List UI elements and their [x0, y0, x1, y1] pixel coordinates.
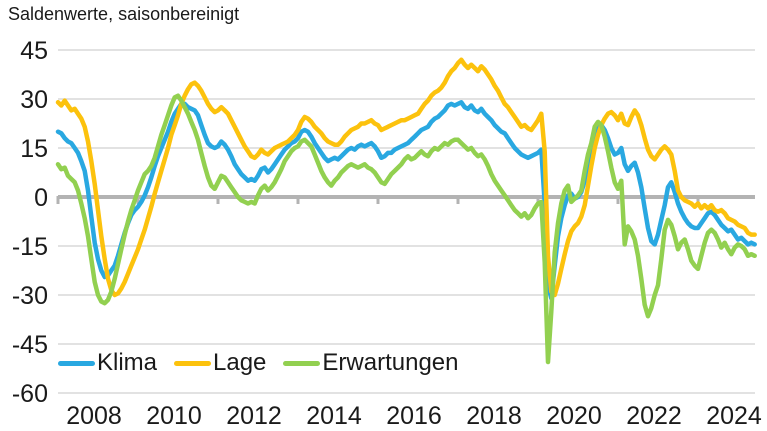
- chart-title: Saldenwerte, saisonbereinigt: [8, 4, 240, 24]
- x-tick-label: 2018: [466, 402, 522, 430]
- legend-label: Erwartungen: [322, 349, 459, 376]
- y-tick-label: 0: [34, 184, 48, 212]
- x-tick-label: 2020: [546, 402, 602, 430]
- y-tick-label: -60: [12, 380, 48, 408]
- y-tick-label: -45: [12, 331, 48, 359]
- legend-swatch-lage: [174, 360, 212, 366]
- legend: Klima Lage Erwartungen: [58, 351, 458, 375]
- y-tick-label: 45: [20, 37, 48, 65]
- legend-item-erwartungen: Erwartungen: [283, 351, 458, 375]
- y-tick-label: 30: [20, 86, 48, 114]
- x-tick-label: 2012: [226, 402, 282, 430]
- y-tick-label: -15: [12, 233, 48, 261]
- x-tick-label: 2010: [146, 402, 202, 430]
- legend-swatch-klima: [58, 360, 95, 366]
- legend-label: Klima: [97, 349, 158, 376]
- legend-label: Lage: [213, 349, 267, 376]
- x-tick-label: 2024: [706, 402, 762, 430]
- legend-item-lage: Lage: [174, 351, 266, 375]
- legend-swatch-erwartungen: [283, 360, 321, 366]
- x-tick-label: 2022: [626, 402, 682, 430]
- series-line-erwartungen: [55, 93, 757, 365]
- y-tick-label: -30: [12, 282, 48, 310]
- series-line-klima: [55, 100, 757, 301]
- x-tick-label: 2016: [386, 402, 442, 430]
- legend-item-klima: Klima: [58, 351, 157, 375]
- x-tick-label: 2014: [306, 402, 362, 430]
- y-tick-label: 15: [20, 135, 48, 163]
- x-tick-label: 2008: [66, 402, 122, 430]
- series-line-lage: [55, 57, 757, 298]
